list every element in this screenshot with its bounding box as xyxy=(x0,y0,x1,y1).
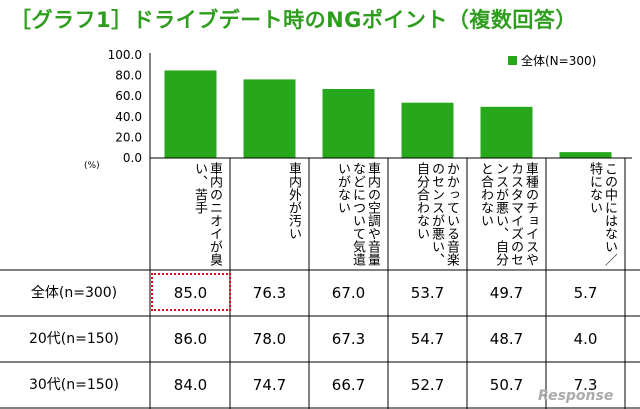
table-cell: 54.7 xyxy=(410,330,445,348)
bar xyxy=(401,102,454,158)
row-label: 20代(n=150) xyxy=(28,331,120,347)
watermark-logo: Response xyxy=(538,388,614,404)
category-label: 車種のチョイスやカスタマイズのセンスが悪い、自分と合わない xyxy=(478,162,538,266)
table-cell: 84.0 xyxy=(173,376,208,394)
row-label: 30代(n=150) xyxy=(28,377,120,393)
table-cell: 50.7 xyxy=(489,376,524,394)
table-cell: 5.7 xyxy=(573,284,598,302)
table-cell: 74.7 xyxy=(252,376,287,394)
table-cell: 66.7 xyxy=(331,376,366,394)
table-cell: 48.7 xyxy=(489,330,524,348)
table-row: 20代(n=150) 86.0 78.0 67.3 54.7 48.7 4.0 xyxy=(0,316,640,362)
category-label: 車内の空調や音量などについて気遣いがない xyxy=(335,162,380,266)
category-label: 車内外が汚い xyxy=(286,162,301,240)
legend-swatch xyxy=(508,56,517,65)
table-cell: 85.0 xyxy=(173,284,208,302)
table-cell: 86.0 xyxy=(173,330,208,348)
table-cell: 4.0 xyxy=(573,330,598,348)
y-tick-label: 100.0 xyxy=(108,48,142,62)
y-tick-label: 20.0 xyxy=(115,130,142,144)
table-cell: 67.0 xyxy=(331,284,366,302)
table-cell: 53.7 xyxy=(410,284,445,302)
table-row: 全体(n=300) 85.0 76.3 67.0 53.7 49.7 5.7 xyxy=(0,270,640,316)
chart-title: ［グラフ1］ドライブデート時のNGポイント（複数回答） xyxy=(10,8,577,32)
bar xyxy=(322,88,375,158)
bar xyxy=(480,106,533,158)
table-cell: 67.3 xyxy=(331,330,366,348)
category-label: かかっている音楽のセンスが悪い、自分合わない xyxy=(414,162,459,266)
row-label: 全体(n=300) xyxy=(30,285,118,301)
y-tick-label: 0.0 xyxy=(123,151,142,165)
table-row: 30代(n=150) 84.0 74.7 66.7 52.7 50.7 7.3 xyxy=(0,362,640,408)
bar xyxy=(559,152,612,158)
bar xyxy=(243,79,296,158)
table-cell: 49.7 xyxy=(489,284,524,302)
table-cell: 78.0 xyxy=(252,330,287,348)
legend-label: 全体(N=300) xyxy=(521,54,597,68)
y-tick-label: 80.0 xyxy=(115,69,142,83)
table-cell: 76.3 xyxy=(252,284,287,302)
chart-legend: 全体(N=300) xyxy=(508,52,596,69)
category-label: 車内のニオイが臭い、苦手 xyxy=(192,162,222,266)
category-label: この中にはない／特にない xyxy=(587,162,617,266)
table-cell: 52.7 xyxy=(410,376,445,394)
bar xyxy=(164,70,217,158)
y-tick-label: 40.0 xyxy=(115,110,142,124)
table-cell: 7.3 xyxy=(573,376,598,394)
y-tick-label: 60.0 xyxy=(115,89,142,103)
highlight-box xyxy=(151,273,231,311)
unit-label: (%) xyxy=(84,161,100,171)
